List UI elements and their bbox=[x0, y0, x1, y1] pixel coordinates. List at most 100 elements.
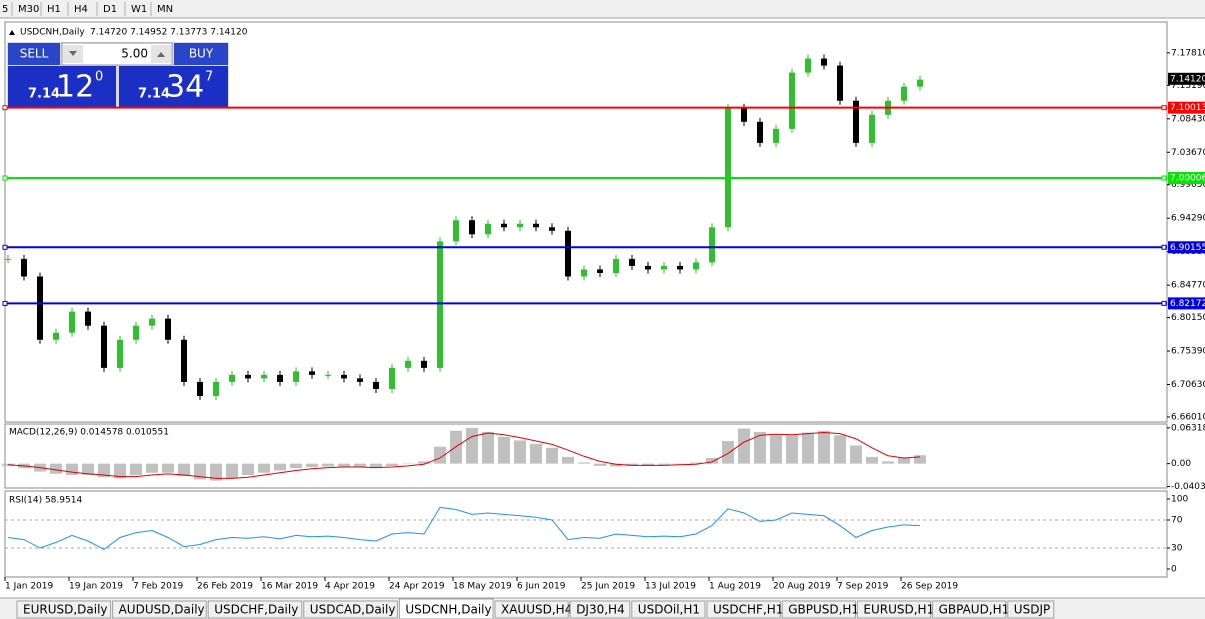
x-tick-label: 20 Aug 2019 bbox=[773, 582, 831, 592]
candle bbox=[501, 223, 507, 228]
tab-label[interactable]: GBPAUD,H1 bbox=[939, 603, 1010, 617]
tab[interactable] bbox=[932, 600, 1007, 619]
ask-box[interactable] bbox=[119, 66, 228, 107]
tab-label[interactable]: USDCNH,Daily bbox=[405, 603, 491, 617]
macd-bar bbox=[786, 435, 798, 464]
timeframe-button[interactable]: H1 bbox=[47, 4, 61, 15]
candle bbox=[325, 374, 331, 376]
lot-value[interactable]: 5.00 bbox=[121, 47, 148, 61]
rsi-title: RSI(14) 58.9514 bbox=[9, 496, 82, 506]
lot-input[interactable] bbox=[61, 42, 173, 66]
level-handle[interactable] bbox=[1161, 300, 1167, 306]
candle bbox=[901, 86, 907, 101]
x-tick-label: 1 Jan 2019 bbox=[5, 582, 53, 592]
level-handle[interactable] bbox=[1161, 244, 1167, 250]
macd-bar bbox=[402, 463, 414, 465]
tab[interactable] bbox=[112, 600, 207, 619]
ask-pips: 34 bbox=[166, 70, 204, 105]
tab-label[interactable]: USDJP bbox=[1014, 603, 1050, 617]
macd-panel bbox=[4, 423, 1168, 489]
tab-label[interactable]: EURUSD,H1 bbox=[863, 603, 934, 617]
macd-bar bbox=[242, 463, 254, 475]
sell-button[interactable] bbox=[8, 43, 60, 65]
tab[interactable] bbox=[569, 600, 631, 619]
rsi-line bbox=[7, 506, 921, 550]
macd-bar bbox=[546, 447, 558, 464]
candle bbox=[277, 374, 283, 382]
tab[interactable] bbox=[16, 600, 112, 619]
buy-button[interactable] bbox=[174, 43, 228, 65]
macd-bar bbox=[674, 463, 686, 465]
level-handle[interactable] bbox=[2, 300, 8, 306]
sell-label[interactable]: SELL bbox=[20, 47, 49, 61]
y-tick-label: 7.13190 bbox=[1171, 81, 1205, 91]
macd-bar bbox=[146, 463, 158, 473]
lot-down-icon bbox=[69, 51, 77, 56]
macd-bar bbox=[514, 440, 526, 464]
candle bbox=[709, 227, 715, 263]
y-tick-label: 7.03670 bbox=[1171, 148, 1205, 158]
macd-tick-label: -0.04035 bbox=[1171, 482, 1205, 492]
ask-big: 7.14 bbox=[138, 87, 170, 102]
level-handle[interactable] bbox=[1161, 175, 1167, 181]
macd-bar bbox=[370, 463, 382, 469]
candle bbox=[773, 128, 779, 143]
tab[interactable] bbox=[398, 598, 494, 619]
x-tick-label: 4 Apr 2019 bbox=[325, 582, 375, 592]
tab-label[interactable]: USDOil,H1 bbox=[638, 603, 700, 617]
x-tick-label: 25 Jun 2019 bbox=[581, 582, 635, 592]
level-handle[interactable] bbox=[1161, 105, 1167, 111]
tab[interactable] bbox=[781, 600, 856, 619]
tab[interactable] bbox=[631, 600, 706, 619]
macd-bar bbox=[642, 463, 654, 466]
timeframe-button[interactable]: MN bbox=[157, 4, 173, 15]
candle bbox=[613, 258, 619, 273]
macd-bar bbox=[898, 457, 910, 464]
macd-bar bbox=[210, 463, 222, 481]
macd-bar bbox=[498, 437, 510, 464]
tab-label[interactable]: AUDUSD,Daily bbox=[119, 603, 205, 617]
candle bbox=[21, 258, 27, 277]
y-tick-label: 6.94290 bbox=[1171, 214, 1205, 224]
bid-pips: 12 bbox=[56, 70, 94, 105]
tab-label[interactable]: XAUUSD,H4 bbox=[501, 603, 572, 617]
macd-bar bbox=[290, 463, 302, 469]
tab-label[interactable]: USDCAD,Daily bbox=[310, 603, 396, 617]
collapse-icon[interactable] bbox=[9, 30, 15, 35]
timeframe-button[interactable]: D1 bbox=[103, 4, 117, 15]
bid-box[interactable] bbox=[8, 66, 116, 107]
tab-label[interactable]: GBPUSD,H1 bbox=[788, 603, 859, 617]
tab[interactable] bbox=[207, 600, 303, 619]
tab[interactable] bbox=[856, 600, 932, 619]
candle bbox=[917, 79, 923, 87]
macd-bar bbox=[354, 463, 366, 468]
level-handle[interactable] bbox=[2, 105, 8, 111]
macd-tick-label: 0.00 bbox=[1171, 459, 1191, 469]
macd-bar bbox=[306, 463, 318, 468]
timeframe-button[interactable]: H4 bbox=[74, 4, 88, 15]
level-handle[interactable] bbox=[2, 175, 8, 181]
tab-label[interactable]: DJ30,H4 bbox=[576, 603, 625, 617]
timeframe-button[interactable]: M30 bbox=[18, 4, 39, 15]
chart-title: USDCNH,Daily bbox=[20, 28, 85, 38]
macd-bar bbox=[130, 463, 142, 475]
buy-label[interactable]: BUY bbox=[189, 47, 214, 61]
current-price-label: 7.14120 bbox=[1170, 74, 1205, 84]
candle bbox=[197, 381, 203, 396]
tab[interactable] bbox=[303, 600, 398, 619]
tab-label[interactable]: USDCHF,H1 bbox=[713, 603, 783, 617]
tab[interactable] bbox=[494, 600, 569, 619]
tab-label[interactable]: EURUSD,Daily bbox=[23, 603, 108, 617]
macd-bar bbox=[226, 463, 238, 479]
tab-label[interactable]: USDCHF,Daily bbox=[214, 603, 298, 617]
level-label-box bbox=[1168, 297, 1205, 310]
timeframe-button[interactable]: 5 bbox=[2, 4, 8, 15]
level-handle[interactable] bbox=[2, 244, 8, 250]
x-tick-label: 24 Apr 2019 bbox=[389, 582, 445, 592]
tab[interactable] bbox=[706, 600, 781, 619]
candle bbox=[693, 262, 699, 270]
macd-bar bbox=[882, 461, 894, 464]
tab[interactable] bbox=[1007, 600, 1055, 619]
macd-bar bbox=[770, 435, 782, 464]
timeframe-button[interactable]: W1 bbox=[131, 4, 147, 15]
